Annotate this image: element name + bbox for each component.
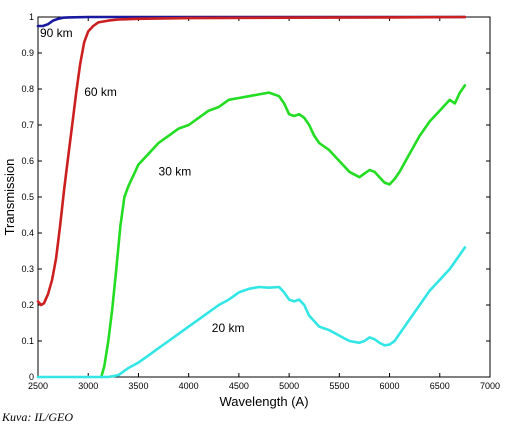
x-tick-label-1: 3000 <box>78 381 98 391</box>
x-tick-label-2: 3500 <box>128 381 148 391</box>
series-line-30-km <box>100 84 467 379</box>
y-tick-label-9: 0.9 <box>21 48 34 58</box>
y-tick-label-4: 0.4 <box>21 228 34 238</box>
series-line-20-km <box>36 246 467 379</box>
y-tick-label-7: 0.7 <box>21 120 34 130</box>
x-tick-label-8: 6500 <box>430 381 450 391</box>
plot-area <box>37 16 491 378</box>
axis-ticks: 2500 3000 3500 4000 4500 5000 5500 6000 6500 7000… <box>21 12 500 391</box>
x-tick-label-7: 6000 <box>380 381 400 391</box>
y-tick-label-10: 1 <box>29 12 34 22</box>
y-tick-label-8: 0.8 <box>21 84 34 94</box>
y-tick-label-1: 0.1 <box>21 336 34 346</box>
y-tick-label-6: 0.6 <box>21 156 34 166</box>
image-credit: Kuva: IL/GEO <box>2 410 73 424</box>
x-axis-label: Wavelength (A) <box>219 394 308 409</box>
y-tick-label-0: 0 <box>29 372 34 382</box>
y-tick-label-2: 0.2 <box>21 300 34 310</box>
x-tick-label-6: 5500 <box>329 381 349 391</box>
series-labels: 90 km 60 km 30 km 20 km <box>40 26 244 335</box>
y-axis-label: Transmission <box>2 159 17 236</box>
x-tick-label-3: 4000 <box>179 381 199 391</box>
y-tick-label-3: 0.3 <box>21 264 34 274</box>
series-label-30-km: 30 km <box>159 164 192 178</box>
series-line-60-km <box>36 15 467 307</box>
series-label-90-km: 90 km <box>40 26 73 40</box>
x-tick-label-5: 5000 <box>279 381 299 391</box>
y-tick-label-5: 0.5 <box>21 192 34 202</box>
x-tick-label-4: 4500 <box>229 381 249 391</box>
series-label-20-km: 20 km <box>212 321 245 335</box>
x-tick-label-9: 7000 <box>480 381 500 391</box>
series-label-60-km: 60 km <box>84 85 117 99</box>
series-group <box>36 15 467 379</box>
x-tick-label-0: 2500 <box>28 381 48 391</box>
